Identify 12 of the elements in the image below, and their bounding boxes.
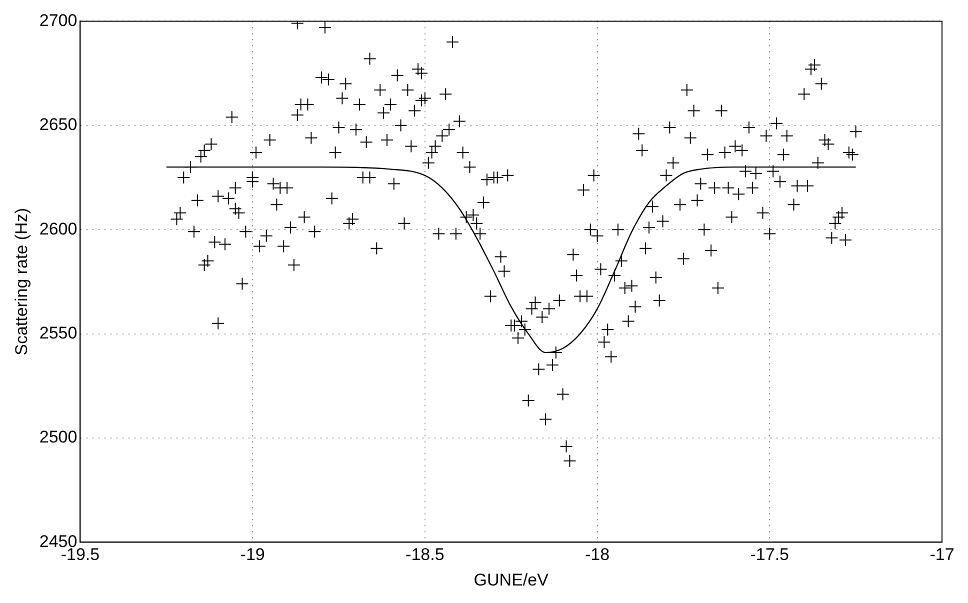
y-tick-label: 2700 [39,10,78,30]
x-tick-label: -19 [240,545,265,564]
x-tick-label: -17 [930,545,954,564]
x-tick-label: -17.5 [750,545,790,564]
x-tick-label: -18.5 [406,545,444,564]
x-tick-label: -18 [585,545,610,564]
y-axis-title: Scattering rate (Hz) [12,208,31,356]
y-tick-label: 2650 [39,115,78,134]
x-axis-title: GUNE/eV [474,570,550,590]
y-tick-label: 2500 [39,428,78,447]
y-tick-label: 2550 [39,323,78,342]
y-tick-label: 2600 [39,219,78,238]
